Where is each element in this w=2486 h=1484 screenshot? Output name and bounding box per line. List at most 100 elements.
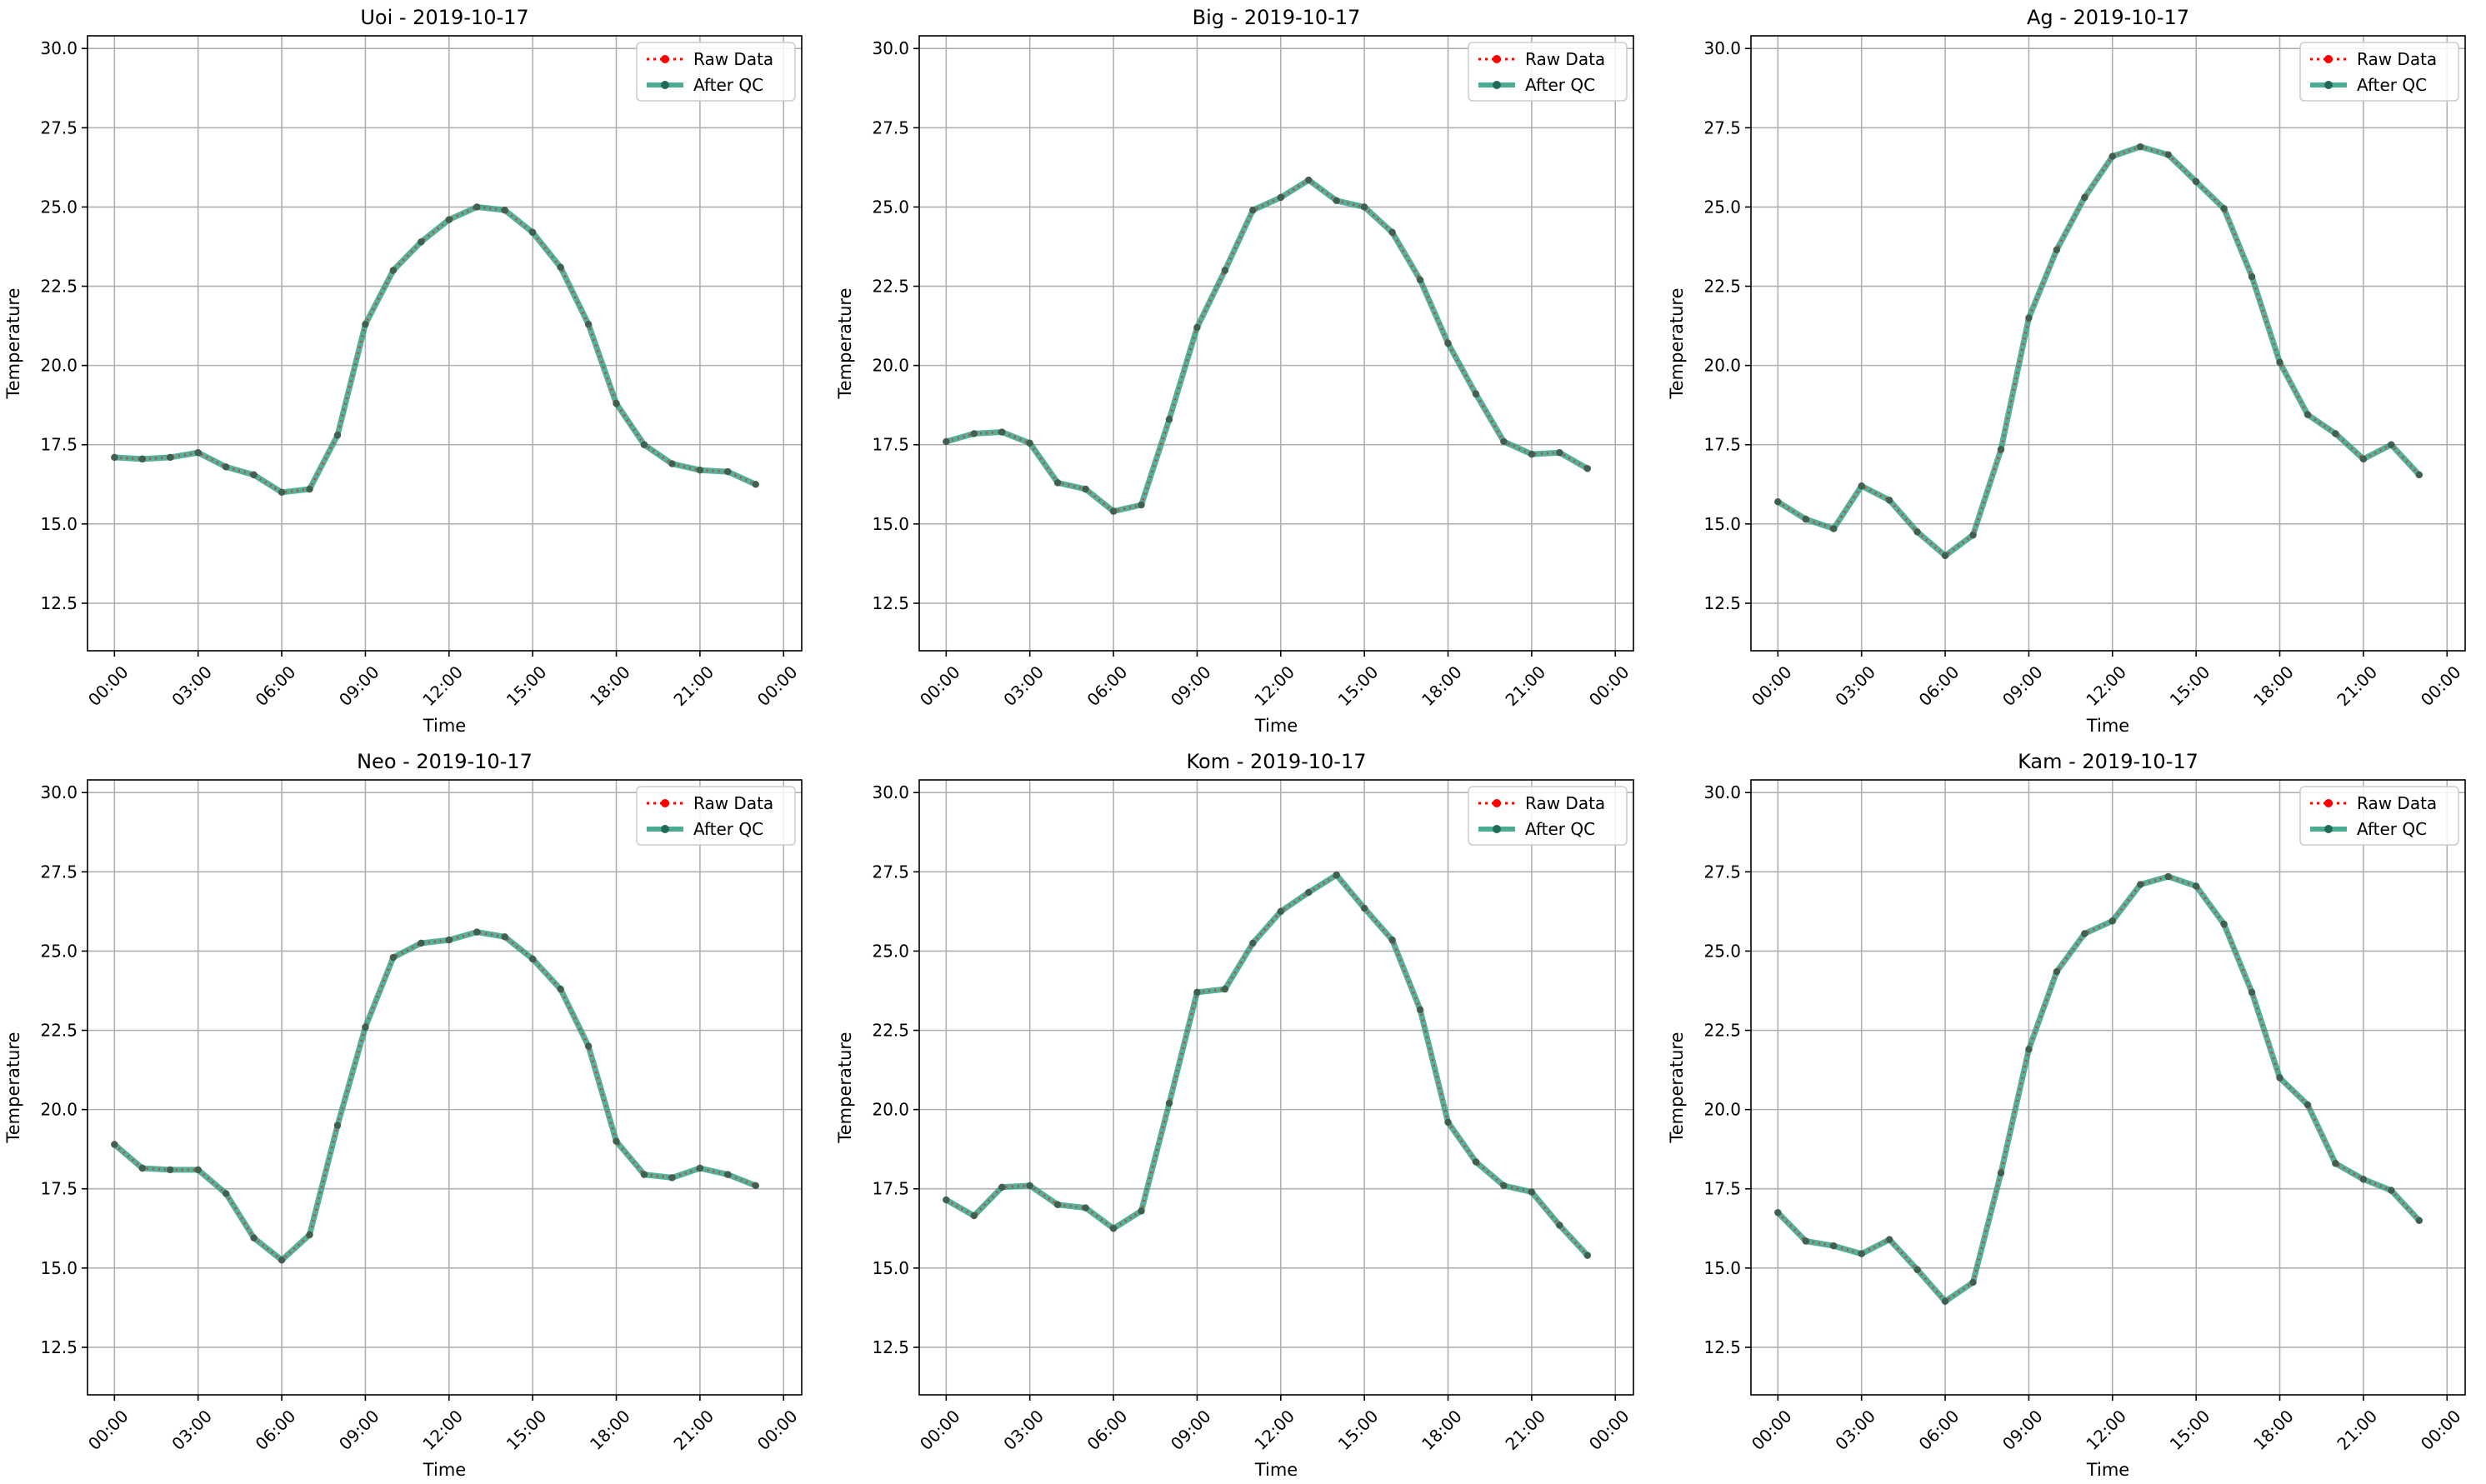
y-tick-label: 12.5 [872, 593, 909, 613]
y-tick-label: 17.5 [872, 1179, 909, 1199]
x-tick-label: 12:00 [2082, 662, 2130, 710]
after-qc-point [278, 1257, 286, 1264]
y-tick-label: 15.0 [872, 514, 909, 534]
after-qc-point [1969, 531, 1977, 539]
after-qc-point [1109, 507, 1118, 515]
x-tick-label: 21:00 [2333, 1406, 2381, 1454]
after-qc-point [2192, 177, 2200, 186]
after-qc-point [613, 1137, 620, 1145]
x-tick-label: 00:00 [753, 662, 802, 710]
after-qc-point [1026, 1182, 1033, 1190]
after-qc-point [2303, 411, 2312, 418]
x-tick-label: 06:00 [1915, 662, 1963, 710]
after-qc-point [1941, 1297, 1949, 1305]
y-tick-label: 30.0 [872, 782, 909, 802]
legend: Raw Data After QC [2299, 42, 2459, 102]
after-qc-point [111, 453, 118, 462]
x-tick-label: 00:00 [2417, 662, 2465, 710]
y-tick-label: 22.5 [872, 1021, 909, 1041]
y-tick-label: 15.0 [40, 1258, 78, 1278]
x-tick-label: 21:00 [2333, 662, 2381, 710]
after-qc-point [501, 933, 508, 941]
y-tick-label: 27.5 [872, 117, 909, 137]
x-tick-label: 03:00 [1831, 662, 1879, 710]
after-qc-point [501, 207, 508, 214]
after-qc-point [557, 263, 564, 271]
after-qc-point [1858, 482, 1865, 490]
y-tick-label: 25.0 [1703, 197, 1741, 217]
y-tick-label: 27.5 [40, 117, 78, 137]
x-tick-label: 00:00 [1585, 662, 1633, 710]
series-line-after-qc [1774, 873, 2423, 1305]
after-qc-point [1277, 193, 1284, 202]
after-qc-point [943, 437, 950, 446]
after-qc-point [250, 1234, 258, 1242]
after-qc-point [445, 216, 453, 223]
after-qc-point [1305, 888, 1313, 897]
after-qc-point [2303, 1101, 2312, 1109]
x-axis-label: Time [423, 716, 466, 736]
after-qc-point [696, 466, 704, 474]
after-qc-point [1360, 904, 1368, 912]
after-qc-point [1333, 197, 1340, 205]
x-tick-label: 18:00 [1418, 1406, 1466, 1454]
chart-title: Neo - 2019-10-17 [357, 750, 533, 773]
after-qc-point [640, 441, 648, 448]
x-tick-label: 09:00 [1167, 1406, 1215, 1454]
y-tick-label: 17.5 [1703, 435, 1741, 455]
y-tick-label: 12.5 [1703, 593, 1741, 613]
after-qc-point [752, 481, 759, 488]
x-tick-label: 12:00 [418, 662, 467, 710]
after-qc-point [970, 1212, 978, 1220]
after-qc-point [1053, 479, 1062, 487]
y-axis-label: Temperature [3, 287, 23, 399]
legend-marker-after-qc [1493, 81, 1501, 89]
y-tick-label: 20.0 [40, 356, 78, 376]
y-axis-label: Temperature [835, 287, 855, 399]
after-qc-point [1165, 1099, 1173, 1107]
series-line-after-qc [111, 929, 759, 1263]
legend-label-raw-data: Raw Data [1525, 793, 1605, 813]
after-qc-point [1109, 1225, 1118, 1232]
y-tick-label: 22.5 [1703, 1021, 1741, 1041]
y-tick-label: 20.0 [40, 1100, 78, 1120]
chart-panel-1: 12.5 15.0 17.5 20.0 22.5 25.0 27.5 30.0 00:00 03:… [3, 6, 803, 736]
x-tick-label: 12:00 [2082, 1406, 2130, 1454]
series-line-raw-data [113, 931, 757, 1262]
plot-frame [918, 779, 1634, 1396]
after-qc-point [138, 1164, 146, 1172]
plot-frame [1750, 35, 2466, 652]
after-qc-point [250, 471, 258, 479]
after-qc-point [1500, 437, 1508, 446]
chart-title: Big - 2019-10-17 [1193, 6, 1361, 29]
plot-frame [87, 35, 803, 652]
x-tick-label: 12:00 [1250, 662, 1298, 710]
after-qc-point [111, 1141, 118, 1148]
after-qc-point [333, 432, 342, 439]
legend: Raw Data After QC [636, 42, 796, 102]
x-tick-label: 12:00 [1250, 1406, 1298, 1454]
x-tick-label: 15:00 [2166, 1406, 2214, 1454]
after-qc-point [1138, 1207, 1145, 1215]
after-qc-point [1913, 528, 1921, 536]
x-tick-label: 00:00 [84, 662, 133, 710]
x-tick-label: 09:00 [335, 662, 383, 710]
after-qc-point [1941, 552, 1949, 560]
after-qc-point [557, 985, 564, 993]
legend-marker-raw-data [661, 55, 669, 63]
y-tick-label: 30.0 [1703, 38, 1741, 58]
after-qc-point [1858, 1250, 1865, 1257]
after-qc-point [1913, 1266, 1921, 1273]
after-qc-point [1583, 465, 1591, 472]
series-line-after-qc [943, 872, 1591, 1259]
chart-title: Ag - 2019-10-17 [2027, 6, 2189, 29]
after-qc-point [306, 485, 313, 493]
x-tick-label: 15:00 [503, 1406, 551, 1454]
after-qc-point [1472, 1158, 1480, 1166]
y-tick-label: 17.5 [40, 435, 78, 455]
x-axis-label: Time [2086, 1460, 2129, 1480]
legend: Raw Data After QC [2299, 786, 2459, 846]
after-qc-point [2415, 471, 2423, 479]
legend-label-raw-data: Raw Data [2357, 49, 2437, 69]
plot-frame [918, 35, 1634, 652]
